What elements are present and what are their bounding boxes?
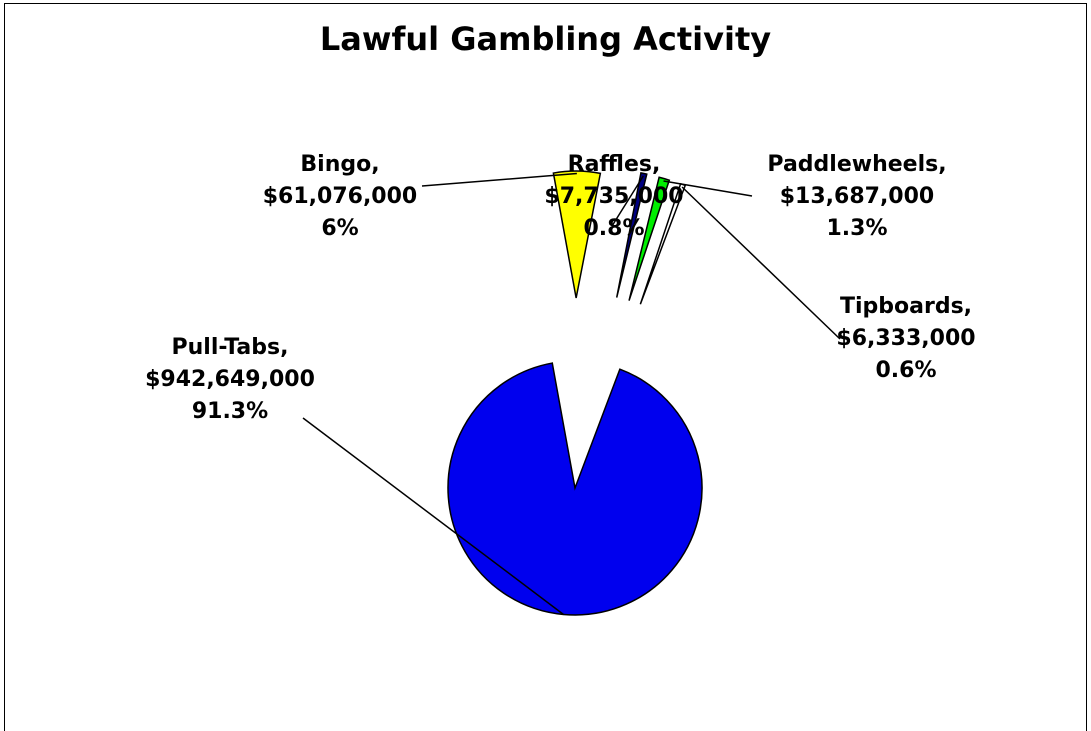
- pie-slice-raffles: [615, 171, 648, 298]
- slice-label-percent-raffles: 0.8%: [583, 216, 644, 241]
- leader-line-bingo: [421, 172, 577, 187]
- slice-label-percent-pull-tabs: 91.3%: [192, 399, 268, 424]
- slice-label-value-tipboards: $6,333,000: [836, 326, 975, 351]
- slice-label-percent-tipboards: 0.6%: [875, 358, 936, 383]
- slice-label-percent-paddlewheels: 1.3%: [826, 216, 887, 241]
- slice-label-value-raffles: $7,735,000: [544, 184, 683, 209]
- pie-slice-bingo: [552, 170, 602, 299]
- slice-label-value-pull-tabs: $942,649,000: [145, 367, 315, 392]
- leader-line-raffles: [611, 175, 644, 227]
- slice-label-name-paddlewheels: Paddlewheels,: [767, 152, 946, 177]
- pie-slice-paddlewheels: [628, 176, 671, 301]
- slice-label-value-bingo: $61,076,000: [263, 184, 417, 209]
- slice-label-value-paddlewheels: $13,687,000: [780, 184, 934, 209]
- slice-label-name-raffles: Raffles,: [568, 152, 661, 177]
- leader-line-pull-tabs: [302, 417, 564, 616]
- slice-label-name-pull-tabs: Pull-Tabs,: [172, 335, 289, 360]
- pie-slice-pull-tabs: [447, 362, 703, 616]
- chart-title: Lawful Gambling Activity: [319, 20, 772, 58]
- slice-label-percent-bingo: 6%: [321, 216, 358, 241]
- slice-label-name-bingo: Bingo,: [300, 152, 379, 177]
- leader-line-paddlewheels: [663, 180, 753, 197]
- slice-label-name-tipboards: Tipboards,: [840, 294, 972, 319]
- leader-line-tipboards: [681, 186, 841, 340]
